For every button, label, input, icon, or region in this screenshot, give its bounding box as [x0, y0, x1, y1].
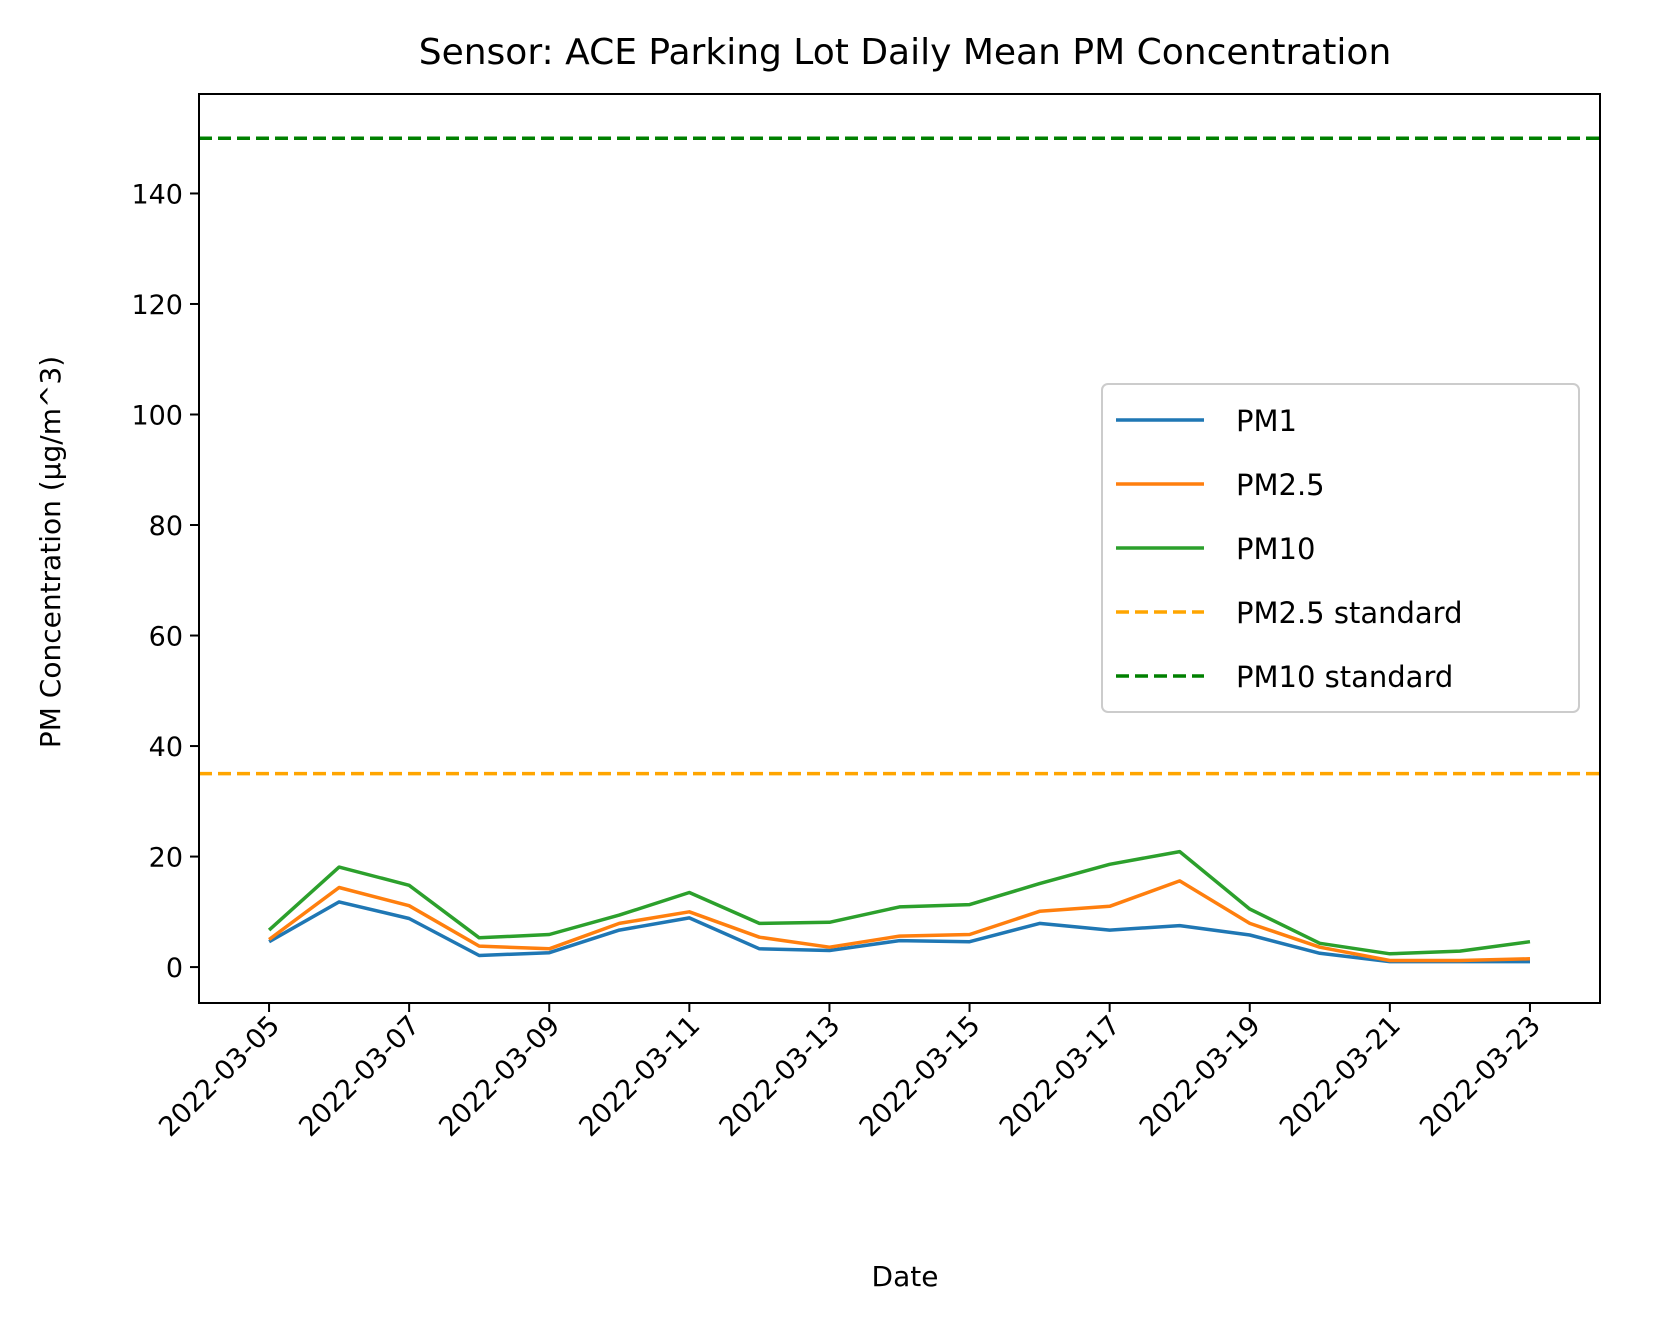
series-pm10-line	[267, 849, 1531, 956]
x-axis: 2022-03-05 2022-03-07 2022-03-09 2022-03-11…	[153, 1003, 1547, 1143]
x-tick-label: 2022-03-15	[854, 1010, 987, 1143]
y-tick-label: 20	[149, 843, 183, 874]
plot-area	[199, 136, 1600, 964]
legend-label-pm1: PM1	[1236, 404, 1297, 438]
legend-frame	[1101, 383, 1580, 713]
y-tick-label: 120	[131, 290, 183, 321]
chart-title: Sensor: ACE Parking Lot Daily Mean PM Co…	[419, 32, 1392, 73]
legend-label-pm2-5-standard: PM2.5 standard	[1236, 596, 1462, 630]
y-axis: 0 20 40 60 80 100 120 140	[131, 179, 199, 984]
legend-label-pm10: PM10	[1236, 532, 1315, 566]
x-tick-label: 2022-03-23	[1414, 1010, 1547, 1143]
series-pm2-5-line	[268, 879, 1531, 963]
plot-frame	[198, 93, 1601, 1004]
legend: PM1 PM2.5 PM10 PM2.5 standard PM10 standard	[1101, 383, 1580, 713]
y-tick-label: 40	[149, 732, 183, 763]
y-tick-label: 100	[131, 400, 183, 431]
x-tick-label: 2022-03-05	[153, 1010, 286, 1143]
series-pm1-line	[268, 900, 1530, 964]
x-tick-label: 2022-03-19	[1134, 1010, 1267, 1143]
x-tick-label: 2022-03-09	[433, 1010, 566, 1143]
legend-label-pm2-5: PM2.5	[1236, 468, 1325, 502]
x-tick-label: 2022-03-07	[293, 1010, 426, 1143]
y-tick-label: 80	[149, 511, 183, 542]
x-tick-label: 2022-03-13	[714, 1010, 847, 1143]
legend-label-pm10-standard: PM10 standard	[1236, 660, 1453, 694]
y-tick-label: 140	[131, 179, 183, 210]
x-tick-label: 2022-03-11	[573, 1010, 706, 1143]
x-tick-label: 2022-03-21	[1274, 1010, 1407, 1143]
x-axis-label: Date	[872, 1260, 939, 1293]
y-axis-label: PM Concentration (µg/m^3)	[34, 356, 67, 748]
x-tick-label: 2022-03-17	[994, 1010, 1127, 1143]
y-tick-label: 0	[166, 953, 183, 984]
y-tick-label: 60	[149, 622, 183, 653]
